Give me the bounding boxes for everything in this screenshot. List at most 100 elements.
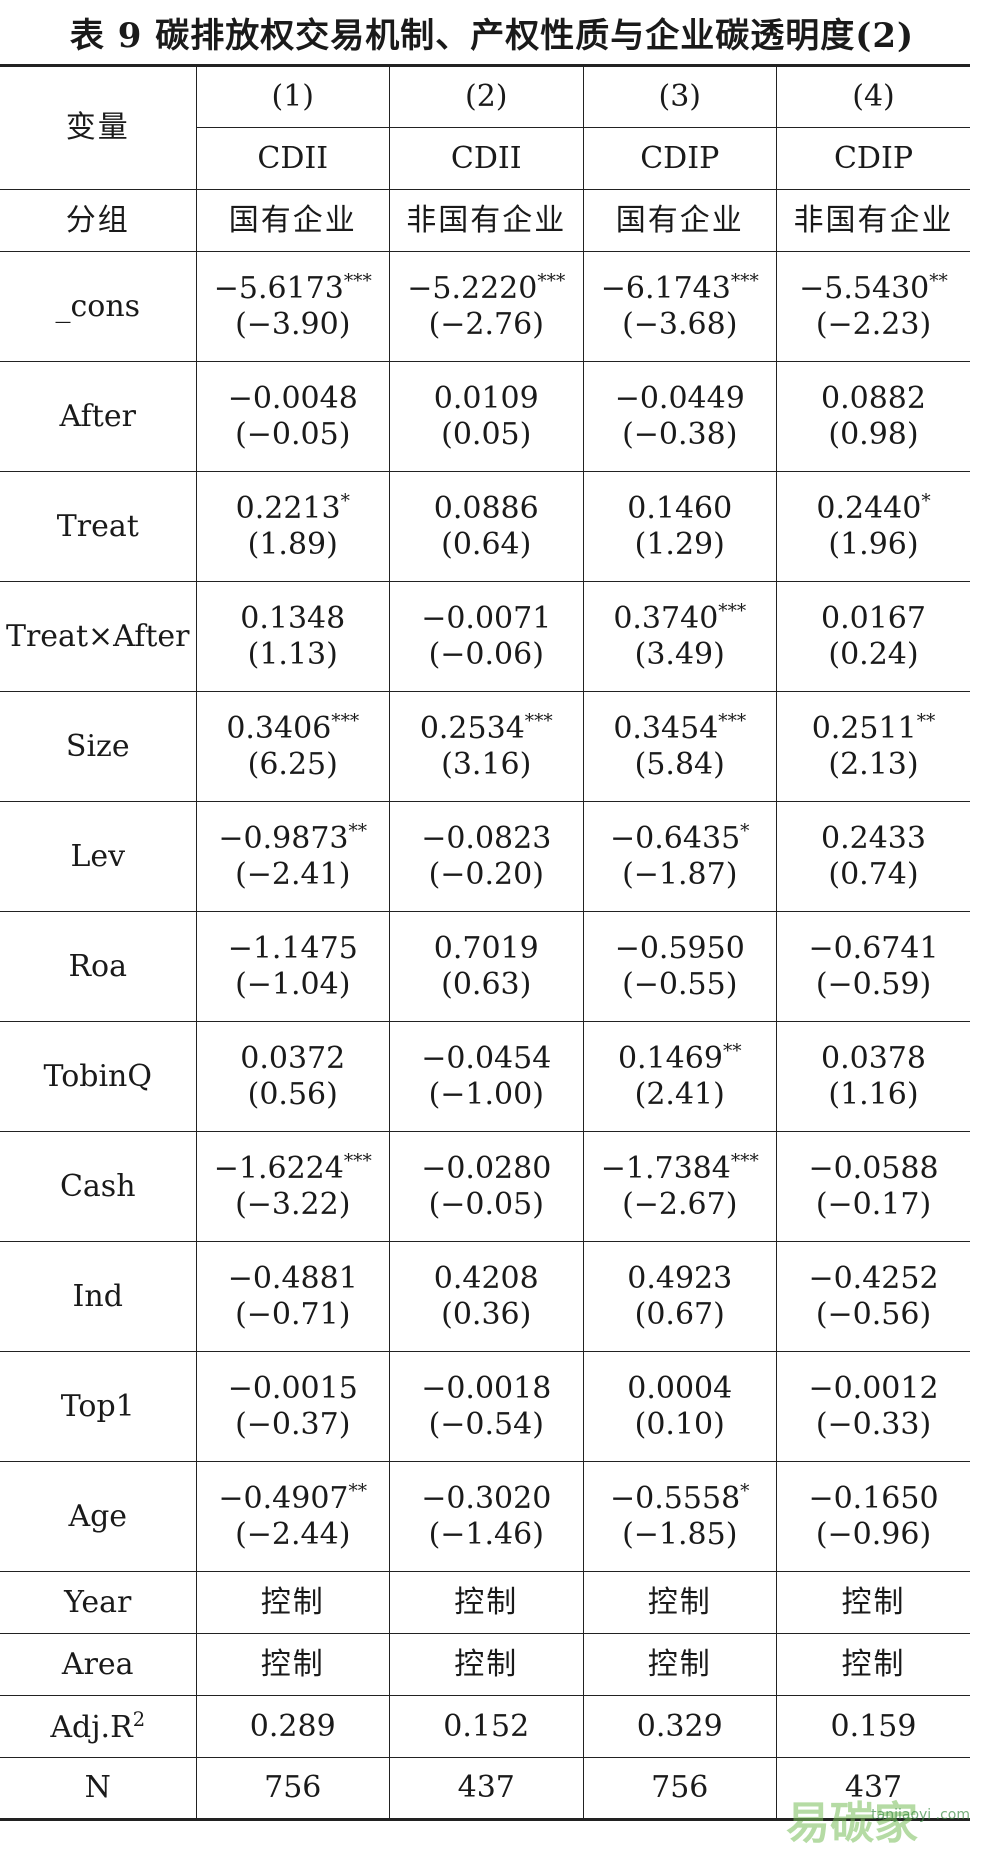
estimate-cell: 0.2511** (2.13) <box>776 691 970 802</box>
dep-var: CDIP <box>776 127 970 190</box>
significance-stars: *** <box>730 1150 759 1172</box>
estimate-cell: −1.6224*** (−3.22) <box>195 1131 390 1242</box>
col-number: (2) <box>389 64 584 128</box>
variable-row: Treat 0.2213* (1.89) 0.0886 (0.64) 0.1460 (1.2… <box>0 471 970 582</box>
significance-stars: ** <box>722 1040 742 1062</box>
t-statistic: (−1.46) <box>428 1516 544 1552</box>
variable-row: Age −0.4907** (−2.44) −0.3020 (−1.46) −0.5558… <box>0 1461 970 1572</box>
t-statistic: (0.05) <box>441 416 532 452</box>
t-statistic: (−0.06) <box>428 636 544 672</box>
t-statistic: (−0.17) <box>815 1186 932 1222</box>
variable-name: Treat×After <box>0 581 197 692</box>
coefficient-line: 0.7019 <box>390 931 583 967</box>
coefficient-line: 0.1348 <box>197 601 390 637</box>
variable-row: Treat×After 0.1348 (1.13) −0.0071 (−0.06) 0.3… <box>0 581 970 692</box>
group-label: 国有企业 <box>195 189 390 252</box>
t-statistic: (1.89) <box>247 526 338 562</box>
control-value: 控制 <box>582 1571 777 1634</box>
t-statistic: (0.56) <box>247 1076 338 1112</box>
coefficient-line: −0.1650 <box>777 1481 970 1517</box>
coefficient: −5.5430 <box>799 270 930 306</box>
coefficient-line: 0.2213* <box>197 491 390 527</box>
t-statistic: (−2.67) <box>622 1186 738 1222</box>
coefficient-line: 0.2534*** <box>390 711 583 747</box>
coefficient-line: −1.7384*** <box>584 1151 777 1187</box>
estimate-cell: −0.0048 (−0.05) <box>195 361 390 472</box>
coefficient-line: 0.2511** <box>777 711 970 747</box>
coefficient-line: 0.2433 <box>777 821 970 857</box>
coefficient-line: 0.3740*** <box>584 601 777 637</box>
coefficient-line: −0.0449 <box>584 381 777 417</box>
group-label: 非国有企业 <box>389 189 584 252</box>
t-statistic: (1.29) <box>634 526 725 562</box>
t-statistic: (1.16) <box>828 1076 919 1112</box>
variable-row: Lev −0.9873** (−2.41) −0.0823 (−0.20) −0.6435… <box>0 801 970 912</box>
control-value: 控制 <box>389 1571 584 1634</box>
t-statistic: (−0.05) <box>428 1186 544 1222</box>
control-name: Year <box>0 1571 197 1634</box>
significance-stars: *** <box>718 710 747 732</box>
estimate-cell: −0.0012 (−0.33) <box>776 1351 970 1462</box>
coefficient-line: −5.2220*** <box>390 271 583 307</box>
coefficient-line: −0.6435* <box>584 821 777 857</box>
estimate-cell: −0.6435* (−1.87) <box>582 801 777 912</box>
regression-table: 变量 (1) (2) (3) (4) CDII CDII CDIP CDIP 分… <box>0 64 970 1821</box>
coefficient: −0.0588 <box>808 1150 939 1186</box>
t-statistic: (−0.96) <box>815 1516 932 1552</box>
coefficient-line: 0.0004 <box>584 1371 777 1407</box>
coefficient-line: −0.0048 <box>197 381 390 417</box>
coefficient: 0.2433 <box>821 820 926 856</box>
t-statistic: (−1.04) <box>235 966 351 1002</box>
coefficient: −0.0454 <box>421 1040 552 1076</box>
significance-stars: ** <box>929 270 948 292</box>
coefficient-line: 0.0886 <box>390 491 583 527</box>
coefficient: −0.0012 <box>808 1370 939 1406</box>
coefficient-line: −0.4881 <box>197 1261 390 1297</box>
t-statistic: (−3.68) <box>622 306 738 342</box>
adj-r2-text: Adj.R <box>50 1709 133 1745</box>
estimate-cell: 0.7019 (0.63) <box>389 911 584 1022</box>
significance-stars: *** <box>718 600 747 622</box>
estimate-cell: −0.6741 (−0.59) <box>776 911 970 1022</box>
estimate-cell: 0.3454*** (5.84) <box>582 691 777 802</box>
coefficient: 0.3454 <box>613 710 719 746</box>
estimate-cell: 0.0886 (0.64) <box>389 471 584 582</box>
group-label: 国有企业 <box>582 189 777 252</box>
estimate-cell: −0.9873** (−2.41) <box>195 801 390 912</box>
adj-r2-value: 0.289 <box>195 1695 390 1758</box>
t-statistic: (3.16) <box>441 746 532 782</box>
coefficient-line: −0.6741 <box>777 931 970 967</box>
coefficient-line: −0.3020 <box>390 1481 583 1517</box>
variable-name: After <box>0 361 197 472</box>
coefficient: −0.1650 <box>808 1480 939 1516</box>
coefficient: −5.6173 <box>213 270 344 306</box>
coefficient: 0.0882 <box>821 380 926 416</box>
coefficient: 0.0372 <box>240 1040 346 1076</box>
coefficient: −0.4252 <box>808 1260 939 1296</box>
coefficient-line: −0.5558* <box>584 1481 777 1517</box>
variable-row: _cons −5.6173*** (−3.90) −5.2220*** (−2.76) −… <box>0 251 970 362</box>
n-row: N 756 437 756 437 <box>0 1757 970 1821</box>
coefficient: −0.0449 <box>614 380 745 416</box>
variable-row: Cash −1.6224*** (−3.22) −0.0280 (−0.05) −1.73… <box>0 1131 970 1242</box>
t-statistic: (−3.90) <box>235 306 351 342</box>
coefficient: 0.3740 <box>613 600 719 636</box>
t-statistic: (0.36) <box>441 1296 532 1332</box>
coefficient: −5.2220 <box>407 270 538 306</box>
coefficient: −0.0071 <box>421 600 552 636</box>
watermark-logo: 易碳家 tanjiaoyi .com <box>760 1791 970 1851</box>
estimate-cell: −0.0823 (−0.20) <box>389 801 584 912</box>
variable-name: Lev <box>0 801 197 912</box>
variable-name: Treat <box>0 471 197 582</box>
coefficient: 0.0109 <box>433 380 539 416</box>
coefficient-line: 0.4208 <box>390 1261 583 1297</box>
coefficient: −0.3020 <box>421 1480 552 1516</box>
control-value: 控制 <box>776 1633 970 1696</box>
estimate-cell: 0.2433 (0.74) <box>776 801 970 912</box>
t-statistic: (−2.44) <box>235 1516 351 1552</box>
coefficient: −0.5950 <box>614 930 745 966</box>
estimate-cell: −0.0449 (−0.38) <box>582 361 777 472</box>
t-statistic: (−0.71) <box>235 1296 351 1332</box>
watermark-text: 易碳家 <box>786 1798 918 1849</box>
coefficient-line: 0.3454*** <box>584 711 777 747</box>
